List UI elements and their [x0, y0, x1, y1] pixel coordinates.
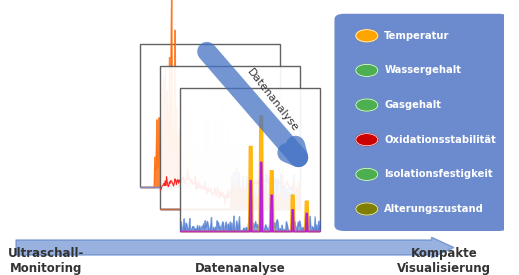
- FancyBboxPatch shape: [334, 14, 509, 231]
- FancyBboxPatch shape: [140, 44, 280, 187]
- Circle shape: [356, 203, 378, 215]
- Circle shape: [356, 168, 378, 180]
- FancyArrowPatch shape: [207, 52, 298, 158]
- Text: Kompakte
Visualisierung: Kompakte Visualisierung: [397, 247, 491, 275]
- Circle shape: [356, 134, 378, 146]
- FancyBboxPatch shape: [180, 88, 320, 231]
- Circle shape: [356, 64, 378, 76]
- Text: Wassergehalt: Wassergehalt: [384, 65, 461, 75]
- Text: Temperatur: Temperatur: [384, 31, 450, 41]
- Text: Datenanalyse: Datenanalyse: [244, 67, 300, 134]
- FancyBboxPatch shape: [160, 66, 299, 209]
- Text: Isolationsfestigkeit: Isolationsfestigkeit: [384, 169, 493, 179]
- FancyArrow shape: [16, 237, 454, 258]
- Text: Ultraschall-
Monitoring: Ultraschall- Monitoring: [8, 247, 84, 275]
- Text: Gasgehalt: Gasgehalt: [384, 100, 441, 110]
- Text: Datenanalyse: Datenanalyse: [195, 262, 285, 275]
- Circle shape: [356, 30, 378, 42]
- Text: Alterungszustand: Alterungszustand: [384, 204, 484, 214]
- Circle shape: [356, 99, 378, 111]
- Text: Oxidationsstabilität: Oxidationsstabilität: [384, 135, 496, 145]
